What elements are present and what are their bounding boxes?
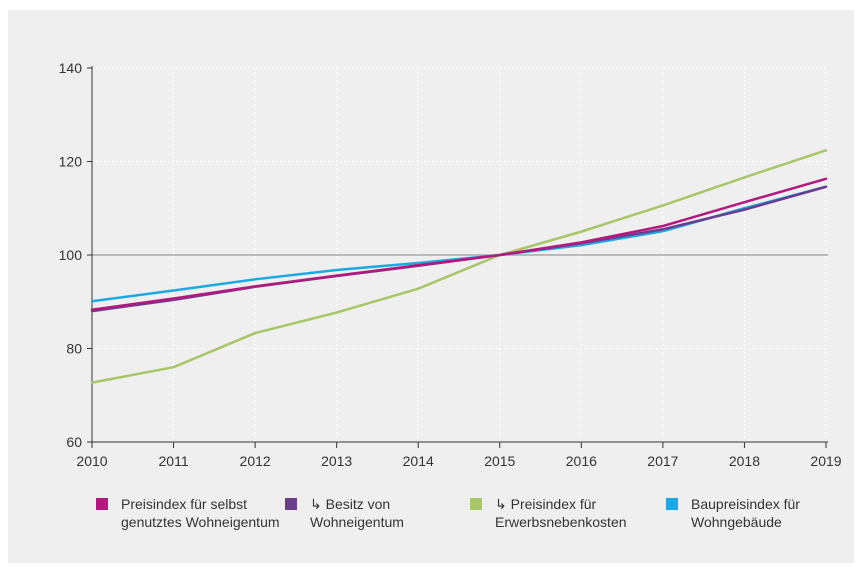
y-tick-label: 120 [59,154,83,170]
x-tick-label: 2010 [76,453,107,469]
legend-item-besitz: ↳ Besitz von Wohneigentum [285,495,470,531]
series-line [90,185,828,313]
line-chart: 60 80 100 120 140 2010 2011 2012 2013 2014 2015 201… [59,60,842,469]
x-tick-label: 2011 [159,453,189,469]
x-tick-label: 2014 [403,453,434,469]
axes [87,66,828,448]
series-line [90,149,828,384]
legend-item-baupreisindex: Baupreisindex für Wohngebäude [666,495,841,531]
x-tick-label: 2018 [729,453,760,469]
tick-labels: 60 80 100 120 140 2010 2011 2012 2013 2014 2015 201… [59,60,842,469]
x-tick-label: 2017 [647,453,678,469]
y-tick-label: 60 [66,434,82,450]
series-line [90,177,828,311]
legend-swatch [96,498,108,510]
chart-panel: 60 80 100 120 140 2010 2011 2012 2013 2014 2015 201… [8,10,854,563]
legend-label: Preisindex für selbst genutztes Wohneige… [121,496,280,530]
series-lines [90,149,828,384]
x-tick-label: 2019 [810,453,841,469]
y-tick-label: 80 [66,341,82,357]
legend-item-selbst-genutzt: Preisindex für selbst genutztes Wohneige… [96,495,285,531]
legend-label: ↳ Besitz von Wohneigentum [310,496,404,530]
legend-label: Baupreisindex für Wohngebäude [691,496,800,530]
legend-swatch [285,498,297,510]
legend-swatch [666,498,678,510]
y-tick-label: 100 [59,247,83,263]
series-line [90,185,828,303]
y-tick-label: 140 [59,60,83,76]
x-tick-label: 2015 [484,453,515,469]
legend-swatch [470,498,482,510]
x-tick-label: 2013 [321,453,352,469]
grid-lines [92,67,828,442]
legend-label: ↳ Preisindex für Erwerbsnebenkosten [495,496,627,530]
x-tick-label: 2012 [240,453,271,469]
x-tick-label: 2016 [566,453,597,469]
legend: Preisindex für selbst genutztes Wohneige… [96,495,846,531]
legend-item-erwerbsnebenkosten: ↳ Preisindex für Erwerbsnebenkosten [470,495,666,531]
